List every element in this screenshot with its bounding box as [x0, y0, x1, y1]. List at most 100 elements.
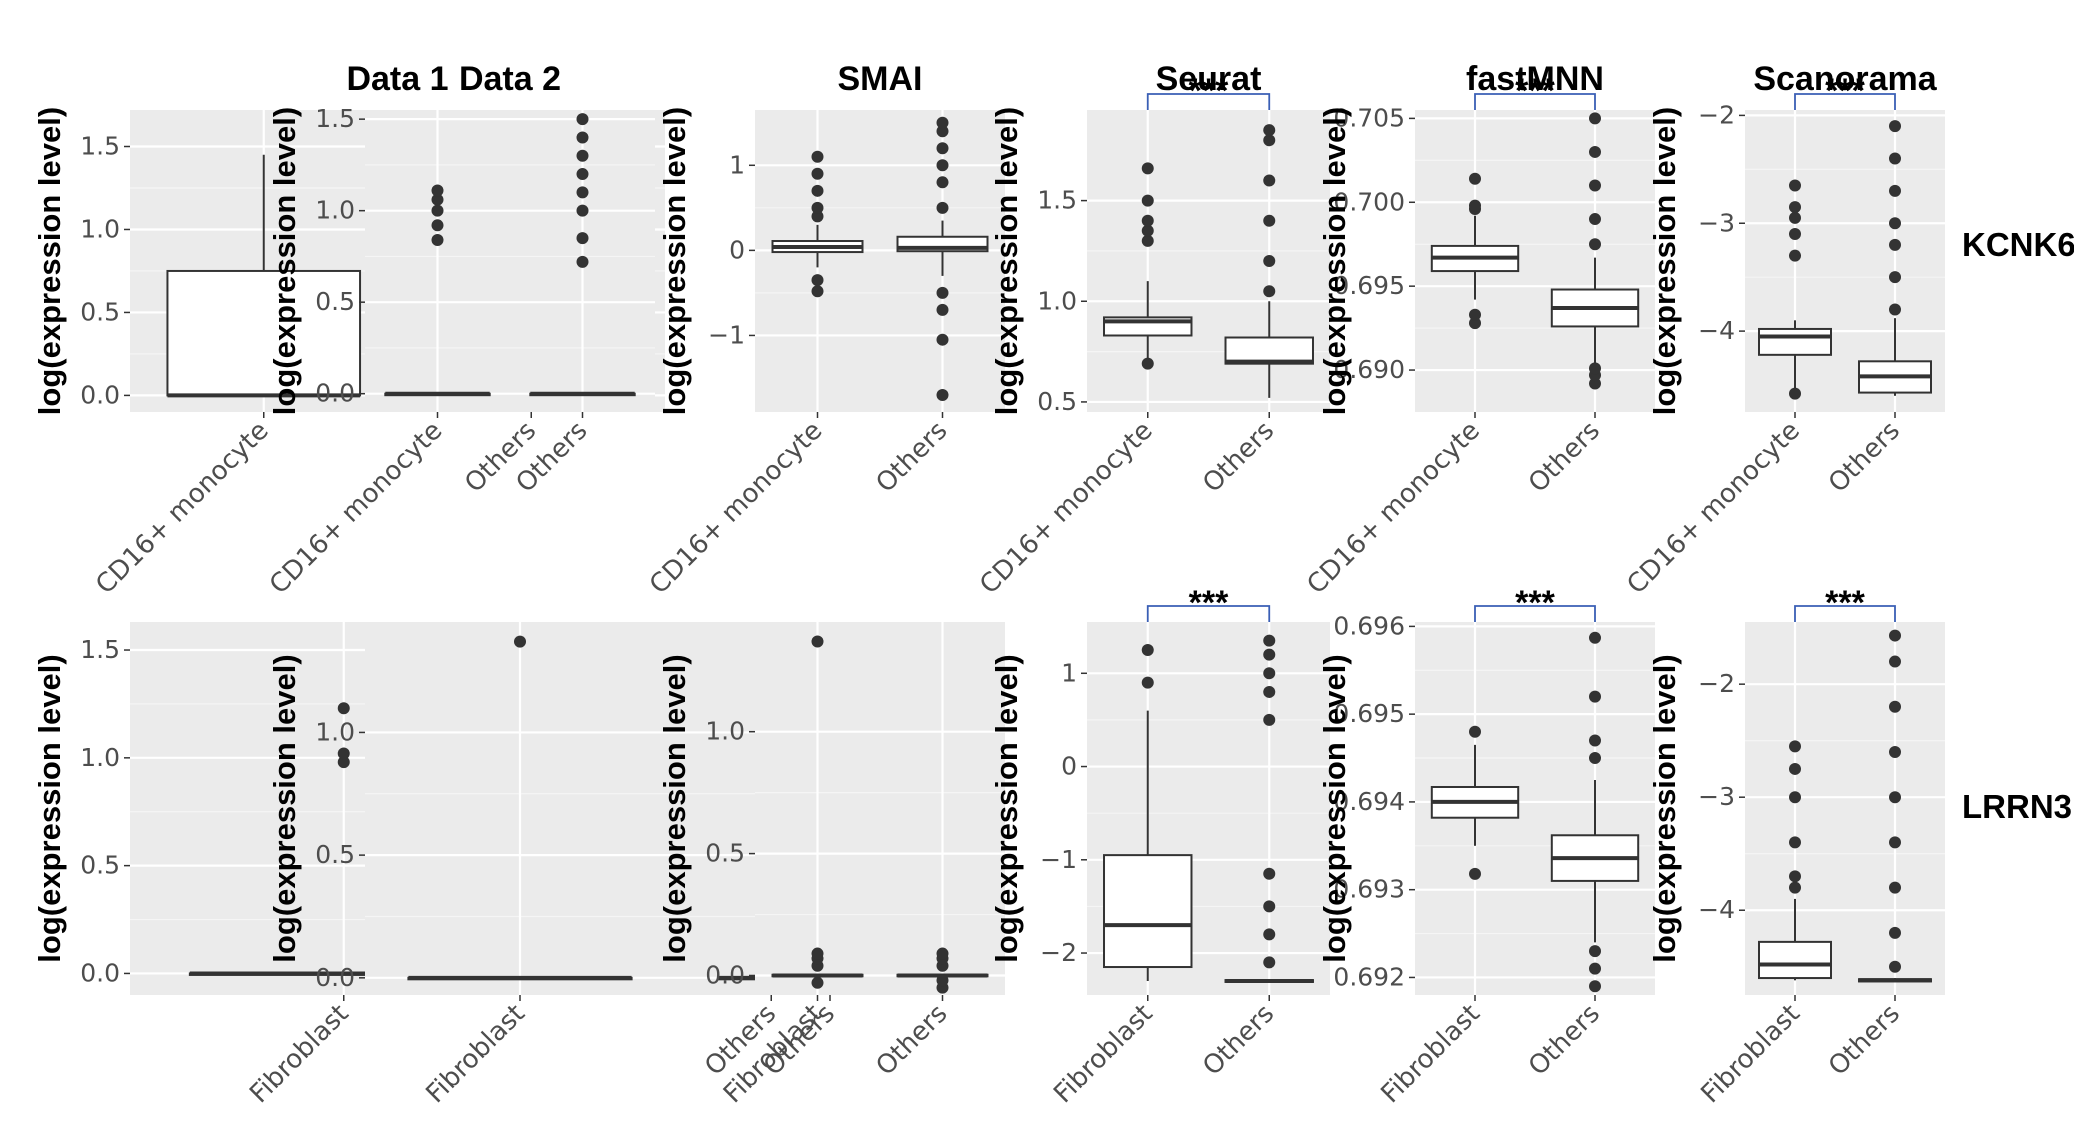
outlier-point — [1263, 648, 1276, 661]
box — [166, 269, 362, 397]
x-tick-label: Fibroblast — [244, 999, 354, 1109]
y-axis-title: log(expression level) — [267, 107, 302, 415]
y-tick-label: 1 — [729, 150, 745, 179]
panel-background — [1087, 110, 1330, 412]
outlier-point — [936, 286, 949, 299]
x-tick-label: Others — [870, 999, 953, 1082]
y-axis-title: log(expression level) — [267, 654, 302, 962]
outlier-point — [936, 176, 949, 189]
x-tick-label: Others — [1523, 999, 1606, 1082]
outlier-point — [1889, 836, 1901, 849]
y-tick-label: −1 — [1040, 845, 1077, 874]
outlier-point — [1889, 303, 1901, 316]
y-tick-label: 1.5 — [80, 132, 120, 161]
outlier-point — [811, 947, 824, 960]
outlier-point — [1263, 214, 1276, 227]
outlier-point — [811, 274, 824, 287]
column-title: Seurat — [1156, 60, 1262, 98]
x-tick-label: Others — [1197, 999, 1280, 1082]
outlier-point — [1263, 956, 1276, 969]
outlier-point — [1589, 752, 1601, 765]
significance-stars: *** — [1189, 72, 1229, 110]
outlier-point — [1263, 928, 1276, 941]
outlier-point — [936, 974, 949, 987]
y-tick-label: −4 — [1698, 895, 1735, 924]
outlier-point — [811, 184, 824, 197]
outlier-point — [936, 303, 949, 316]
panel-12: −4 −3 −2 Fibroblast Others log(expression lev… — [1647, 584, 1945, 1109]
y-tick-label: 1.0 — [1037, 286, 1077, 315]
x-tick-label: CD16+ monocyte — [264, 416, 448, 600]
y-tick-label: 1.5 — [80, 635, 120, 664]
outlier-point — [1141, 643, 1154, 656]
outlier-point — [1789, 228, 1801, 241]
outlier-point — [1141, 224, 1154, 237]
y-tick-label: 0.694 — [1333, 787, 1405, 816]
panel-10: −2 −1 0 1 Fibroblast Others log(expression lev… — [989, 584, 1330, 1109]
significance-stars: *** — [1825, 72, 1865, 110]
outlier-point — [1263, 255, 1276, 267]
y-tick-label: −2 — [1698, 669, 1735, 698]
outlier-point — [431, 193, 444, 206]
outlier-point — [1789, 881, 1801, 894]
outlier-point — [811, 976, 824, 989]
significance-bracket — [1474, 93, 1596, 110]
y-axis-title: log(expression level) — [32, 654, 67, 962]
outlier-point — [811, 285, 824, 298]
outlier-point — [1789, 249, 1801, 262]
y-tick-label: 1 — [1061, 658, 1077, 687]
outlier-point — [1263, 900, 1276, 913]
outlier-point — [1469, 867, 1481, 880]
outlier-point — [576, 168, 589, 181]
outlier-point — [1263, 174, 1276, 187]
panel-11: 0.692 0.693 0.694 0.695 0.696 Fibroblast Other… — [1317, 584, 1655, 1109]
y-tick-label: 1.0 — [705, 717, 745, 746]
significance-bracket — [1474, 605, 1596, 622]
y-tick-label: 0.695 — [1333, 699, 1405, 728]
outlier-point — [1789, 201, 1801, 214]
x-tick-label: Others — [1823, 999, 1906, 1082]
outlier-point — [431, 233, 444, 246]
panel-background — [1745, 622, 1945, 995]
y-tick-label: 0.5 — [80, 297, 120, 326]
outlier-point — [1141, 234, 1154, 247]
outlier-point — [1889, 791, 1901, 804]
outlier-point — [1589, 362, 1601, 375]
x-tick-label: CD16+ monocyte — [644, 416, 828, 600]
outlier-point — [1263, 667, 1276, 680]
outlier-point — [1141, 676, 1154, 689]
outlier-point — [1589, 377, 1601, 390]
y-tick-label: 1.5 — [315, 104, 355, 133]
outlier-point — [1889, 926, 1901, 939]
y-tick-label: 0.5 — [315, 287, 355, 316]
y-tick-label: 0.5 — [315, 840, 355, 869]
row-label-lrrn3: LRRN3 — [1962, 788, 2072, 825]
y-axis-title: log(expression level) — [1317, 654, 1352, 962]
outlier-point — [1469, 725, 1481, 738]
y-tick-label: 0.0 — [315, 963, 355, 992]
outlier-point — [1789, 740, 1801, 753]
y-axis-title: log(expression level) — [989, 654, 1024, 962]
panel-background — [365, 110, 655, 412]
significance-bracket — [1794, 93, 1896, 110]
outlier-point — [1889, 238, 1901, 251]
x-tick-label: Others — [1823, 416, 1906, 499]
y-tick-label: −3 — [1698, 208, 1735, 237]
y-tick-label: −4 — [1698, 316, 1735, 345]
x-tick-label: Fibroblast — [1695, 999, 1805, 1109]
y-tick-label: 1.0 — [80, 214, 120, 243]
outlier-point — [514, 635, 526, 648]
y-tick-label: −1 — [708, 320, 745, 349]
x-tick-label: Others — [870, 416, 953, 499]
y-tick-label: 0.693 — [1333, 875, 1405, 904]
column-title: Data 1 — [346, 60, 448, 98]
significance-stars: *** — [1515, 72, 1555, 110]
outlier-point — [1141, 214, 1154, 227]
outlier-point — [1589, 734, 1601, 747]
column-title: Data 2 — [459, 60, 561, 98]
outlier-point — [1469, 172, 1481, 185]
outlier-point — [1889, 120, 1901, 133]
outlier-point — [1789, 211, 1801, 224]
column-title: Scanorama — [1753, 60, 1937, 98]
outlier-point — [576, 149, 589, 162]
